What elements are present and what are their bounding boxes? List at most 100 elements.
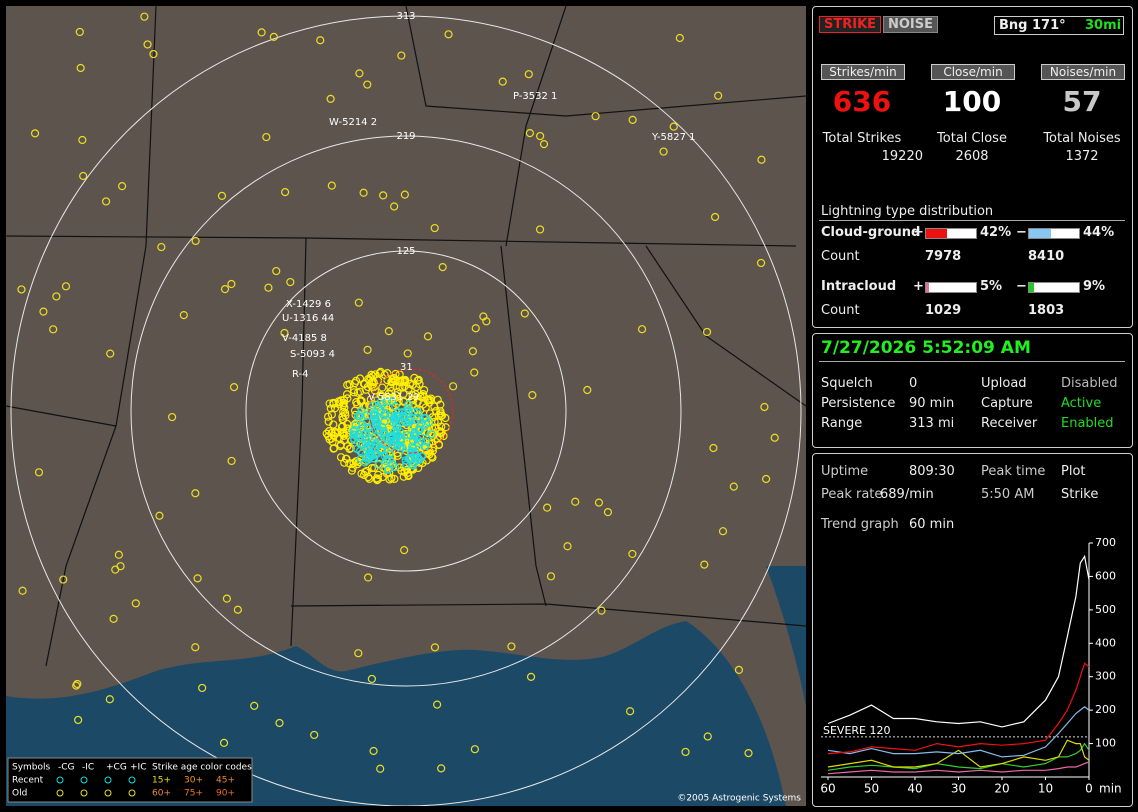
strike-symbol (286, 277, 295, 287)
strike-symbol (275, 718, 284, 728)
strike-symbol (355, 387, 365, 396)
count-value: 1803 (1028, 303, 1065, 318)
bearing: Bng 171° (999, 18, 1066, 33)
strike-symbol (423, 428, 432, 437)
stat-cell: Peak rate (821, 487, 883, 502)
strike-symbol (528, 391, 537, 400)
strike-symbol (363, 424, 373, 433)
strike-symbol (524, 70, 533, 79)
strike-symbol (354, 649, 363, 658)
strike-symbol (105, 695, 114, 704)
strike-symbol (355, 69, 364, 78)
strike-symbol (470, 368, 479, 377)
strike-symbol (39, 307, 48, 316)
setting-cell: Upload (981, 376, 1027, 391)
legend-symbol (128, 776, 136, 784)
strike-symbol (357, 407, 366, 416)
strike-symbol (734, 665, 744, 675)
sign: + (913, 279, 924, 294)
strike-symbol (402, 407, 411, 416)
strike-symbol (525, 129, 535, 138)
legend-age: 90+ (216, 789, 235, 799)
strike-symbol (400, 546, 409, 555)
x-tick-label: 40 (907, 782, 922, 796)
strike-symbol (591, 112, 600, 121)
strike-symbol (744, 749, 753, 758)
strike-symbol (756, 258, 766, 268)
strike-symbol (327, 410, 336, 419)
close-range (368, 368, 454, 454)
stat-cell: 809:30 (909, 464, 955, 479)
strike-symbol (659, 147, 668, 156)
setting-cell: 313 mi (909, 416, 955, 431)
strike-symbol (329, 431, 338, 441)
strike-symbol (597, 606, 606, 615)
strike-symbol (444, 30, 453, 39)
strike-symbol (470, 745, 479, 754)
strike-symbol (408, 391, 417, 400)
strike-symbol (430, 643, 440, 652)
strike-symbol (335, 433, 344, 443)
noise-button[interactable]: NOISE (883, 16, 939, 33)
strike-symbol (329, 444, 338, 453)
clock: 7/27/2026 5:52:09 AM (821, 338, 1031, 358)
track-label: P-3532 1 (513, 91, 557, 102)
strike-symbol (422, 437, 431, 446)
strike-symbol (117, 182, 127, 191)
strike-symbol (352, 398, 361, 407)
strike-symbol (250, 701, 259, 710)
strike-symbol (404, 400, 413, 409)
settings-panel: 7/27/2026 5:52:09 AM Squelch 0 Upload Disab… (812, 333, 1133, 448)
strike-symbol (116, 562, 125, 571)
strike-symbol (364, 374, 373, 384)
strike-symbol (700, 560, 709, 569)
setting-cell: Range (821, 416, 863, 431)
strike-symbol (393, 423, 402, 432)
y-tick-label: 200 (1095, 703, 1116, 716)
strike-symbol (421, 413, 430, 423)
strike-symbol (479, 312, 488, 321)
strike-symbol (191, 489, 200, 498)
strike-symbol (345, 444, 354, 454)
strike-symbol (191, 643, 200, 652)
strike-symbol (72, 681, 81, 690)
strike-symbol (387, 397, 397, 406)
strike-symbol (379, 191, 388, 200)
track-label: X-1429 6 (286, 299, 331, 310)
strike-symbol (233, 605, 242, 614)
strike-symbol (400, 417, 410, 426)
pct-bar (926, 229, 947, 238)
severe-label: SEVERE 120 (823, 724, 891, 737)
range-rings (10, 15, 802, 806)
strike-symbol (438, 262, 447, 272)
y-tick-label: 600 (1095, 569, 1116, 582)
strike-symbol (198, 683, 207, 693)
strike-symbol (327, 181, 336, 190)
strike-symbol (376, 445, 385, 454)
strike-symbol (362, 453, 371, 463)
strike-symbol (433, 700, 442, 709)
setting-cell: Receiver (981, 416, 1038, 431)
strike-symbol (449, 382, 458, 391)
strike-symbol (413, 407, 422, 416)
strike-symbol (73, 679, 82, 689)
strike-symbol (441, 413, 450, 423)
strike-symbol (367, 463, 377, 473)
strike-symbol (729, 482, 738, 491)
strike-symbol (363, 80, 372, 89)
strike-symbol (355, 374, 365, 383)
legend-header: -IC (82, 763, 94, 773)
pct-label: 44% (1083, 225, 1115, 240)
strike-symbol (326, 404, 335, 413)
map: X-1429 6 U-1316 44 V-4185 8 S-5093 4 R-4 V-58… (6, 6, 806, 806)
strike-symbol (350, 430, 359, 439)
strike-symbol (342, 390, 352, 399)
strike-symbol (675, 33, 684, 43)
pct-bar-track (1028, 228, 1080, 239)
strike-symbol (539, 140, 549, 149)
x-tick-label: 0 (1085, 782, 1093, 796)
ring-label: 313 (396, 11, 415, 22)
strike-button[interactable]: STRIKE (819, 16, 882, 33)
strike-symbol (363, 345, 372, 354)
legend-symbol (104, 776, 112, 784)
